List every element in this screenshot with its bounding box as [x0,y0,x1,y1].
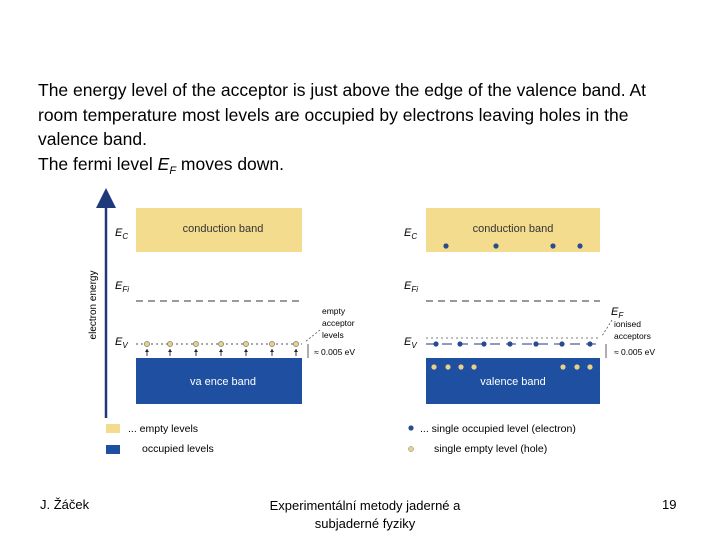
right-valence-band [426,358,600,404]
legend-electron-label: ... single occupied level (electron) [420,423,576,435]
right-energy-note: ≈ 0.005 eV [614,347,655,357]
legend-occupied-label: occupied levels [142,443,214,455]
right-annotation-line-2: acceptors [614,331,651,341]
excitation-arrow-head [168,349,172,352]
excitation-arrow-head [219,349,223,352]
hole-dot [587,364,593,370]
right-conduction-band [426,208,600,252]
excitation-arrow-head [145,349,149,352]
fermi-subscript: F [169,164,177,177]
page-number: 19 [662,497,677,512]
text-line-2: room temperature most levels are occupie… [38,104,629,125]
legend-hole-dot [408,446,414,452]
hole-dot [560,364,566,370]
left-annotation-pointer [304,329,321,343]
ionised-acceptor-dot [481,341,487,347]
left-annotation-line-2: acceptor [322,318,355,328]
text-line-1: The energy level of the acceptor is just… [38,80,647,100]
fermi-suffix: moves down. [176,153,285,174]
right-annotation-pointer [601,319,613,337]
axis-label: electron energy [88,271,99,340]
empty-acceptor-dot [269,341,275,347]
ionised-acceptor-dot [559,341,565,347]
electron-dot [443,243,449,249]
left-annotation-line-3: levels [322,330,344,340]
text-line-3: valence band. [38,129,147,149]
legend-empty-swatch [106,424,120,433]
footer-course-line-2: subjaderné fyziky [314,516,416,531]
right-ec-label: EC [404,227,417,241]
footer-course: Experimentální metody jaderné a subjader… [240,497,490,533]
hole-dot [445,364,451,370]
left-valence-band [136,358,302,404]
left-ev-label: EV [115,336,128,350]
legend-empty-label: ... empty levels [128,423,198,435]
empty-acceptor-dot [167,341,173,347]
ionised-acceptor-dot [433,341,439,347]
fermi-prefix: The fermi level [38,153,158,174]
left-annotation-line-1: empty [322,306,346,316]
right-efi-label: EFi [404,280,418,294]
ionised-acceptor-dot [533,341,539,347]
empty-acceptor-dot [243,341,249,347]
right-valence-holes [431,364,593,370]
empty-acceptor-dot [193,341,199,347]
legend-hole-label: single empty level (hole) [434,443,547,455]
right-annotation-line-1: ionised [614,319,641,329]
excitation-arrow-head [294,349,298,352]
left-ec-label: EC [115,227,128,241]
right-valence-label: valence band [480,376,545,388]
excitation-arrow-head [244,349,248,352]
left-conduction-band [136,208,302,252]
right-ionised-acceptors [433,341,593,347]
left-conduction-label: conduction band [183,223,264,235]
legend-occupied-swatch [106,445,120,454]
empty-acceptor-dot [144,341,150,347]
footer-course-line-1: Experimentální metody jaderné a [269,498,461,513]
electron-dot [550,243,556,249]
hole-dot [431,364,437,370]
right-ev-label: EV [404,336,417,350]
hole-dot [574,364,580,370]
ionised-acceptor-dot [507,341,513,347]
ionised-acceptor-dot [587,341,593,347]
footer-author: J. Žáček [40,497,90,512]
right-ef-label: EF [611,306,624,320]
fermi-symbol: E [157,153,170,174]
empty-acceptor-dot [218,341,224,347]
hole-dot [471,364,477,370]
left-valence-label: va ence band [190,376,256,388]
empty-acceptor-dot [293,341,299,347]
right-conduction-electrons [443,243,583,249]
electron-dot [577,243,583,249]
electron-dot [493,243,499,249]
left-acceptor-dots [144,341,299,356]
excitation-arrow-head [194,349,198,352]
ionised-acceptor-dot [457,341,463,347]
legend-electron-dot [408,425,414,431]
excitation-arrow-head [270,349,274,352]
slide-text: The energy level of the acceptor is just… [38,78,698,176]
text-line-4: The fermi level EF moves down. [38,152,698,177]
right-conduction-label: conduction band [473,223,554,235]
left-energy-note: ≈ 0.005 eV [314,347,355,357]
hole-dot [458,364,464,370]
left-efi-label: EFi [115,280,129,294]
